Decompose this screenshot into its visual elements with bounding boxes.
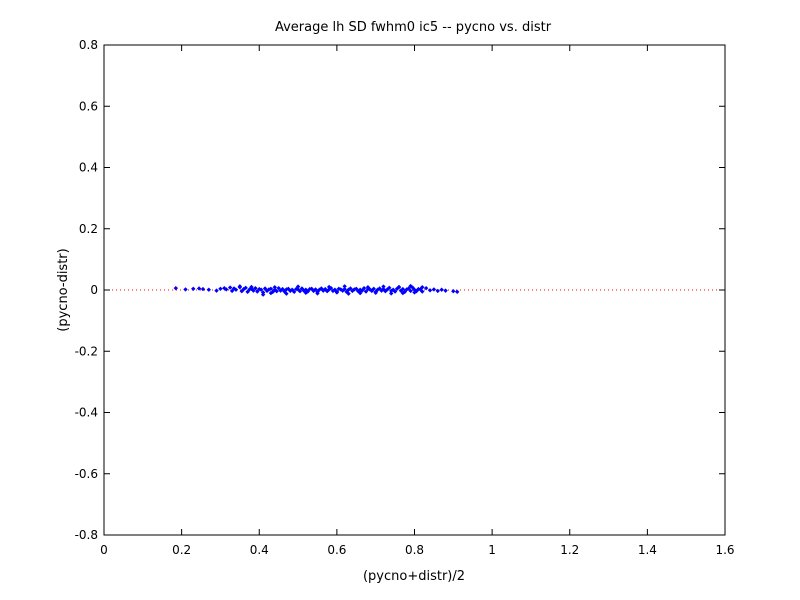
scatter-point: [400, 286, 406, 292]
scatter-point: [357, 290, 363, 296]
scatter-point: [253, 285, 258, 291]
scatter-point: [454, 289, 460, 295]
scatter-point: [451, 289, 456, 294]
y-tick-label: -0.2: [75, 344, 98, 358]
scatter-point: [249, 284, 254, 290]
scatter-point: [206, 287, 211, 292]
x-tick-label: 1.4: [638, 543, 657, 557]
scatter-point: [243, 285, 248, 291]
scatter-point: [342, 286, 347, 292]
scatter-point: [237, 284, 243, 289]
scatter-point: [400, 290, 406, 296]
scatter-point: [297, 289, 303, 294]
scatter-point: [423, 285, 429, 291]
y-axis-label: (pycno-distr): [56, 248, 71, 331]
scatter-point: [427, 288, 433, 293]
scatter-point: [334, 290, 340, 295]
x-tick-label: 0.4: [250, 543, 269, 557]
x-tick-label: 0: [100, 543, 108, 557]
scatter-point: [274, 289, 279, 294]
scatter-point: [173, 285, 179, 291]
scatter-point: [435, 288, 440, 294]
scatter-point: [420, 285, 425, 290]
scatter-point: [218, 286, 223, 291]
scatter-point: [233, 287, 239, 292]
scatter-point: [408, 283, 413, 289]
scatter-point: [431, 287, 437, 292]
chart-title: Average lh SD fwhm0 ic5 -- pycno vs. dis…: [275, 20, 552, 35]
scatter-point: [303, 290, 309, 295]
scatter-point: [408, 288, 413, 294]
scatter-point: [342, 284, 347, 289]
y-axis-ticks: -0.8 -0.6 -0.4 -0.2 0 0.2 0.4 0.6 0.8: [75, 38, 725, 542]
y-tick-label: -0.8: [75, 528, 98, 542]
x-tick-label: 1.2: [560, 543, 579, 557]
scatter-point: [224, 287, 229, 292]
x-tick-label: 1.6: [715, 543, 734, 557]
scatter-point: [258, 287, 264, 292]
plot-area: 0 0.2 0.4 0.6 0.8 1 1.2 1.4 1.6 -0.8 -0.6 -0.4 -0.2…: [75, 38, 735, 557]
scatter-point: [439, 287, 444, 292]
scatter-point: [291, 289, 297, 295]
y-tick-label: -0.4: [75, 406, 98, 420]
scatter-point: [295, 284, 301, 289]
scatter-point: [268, 286, 274, 291]
scatter-point: [247, 287, 252, 292]
scatter-point: [443, 288, 448, 293]
scatter-point: [381, 284, 386, 289]
x-axis-label: (pycno+distr)/2: [363, 569, 465, 584]
y-tick-label: 0: [90, 283, 98, 297]
x-tick-label: 0.8: [405, 543, 424, 557]
scatter-point: [373, 290, 378, 295]
y-tick-label: 0.6: [79, 99, 98, 113]
scatter-point: [392, 289, 398, 294]
scatter-point: [200, 286, 206, 292]
scatter-point: [214, 288, 219, 293]
scatter-point: [371, 286, 376, 291]
scatter-point: [396, 284, 402, 290]
x-tick-label: 1: [488, 543, 496, 557]
scatter-point: [315, 291, 320, 296]
scatter-point: [272, 285, 277, 290]
scatter-point: [389, 291, 394, 296]
y-tick-label: 0.4: [79, 161, 98, 175]
scatter-point: [284, 291, 289, 296]
x-tick-label: 0.2: [172, 543, 191, 557]
scatter-point: [191, 286, 196, 291]
scatter-point: [346, 291, 351, 296]
scatter-point: [227, 285, 233, 290]
scatter-point: [260, 292, 266, 297]
scatter-point: [196, 286, 202, 291]
x-axis-ticks: 0 0.2 0.4 0.6 0.8 1 1.2 1.4 1.6: [100, 45, 735, 557]
scatter-point: [361, 285, 367, 291]
scatter-point: [268, 290, 274, 296]
scatter-points: [173, 283, 460, 297]
scatter-point: [387, 285, 392, 291]
y-tick-label: 0.8: [79, 38, 98, 52]
y-tick-label: 0.2: [79, 222, 98, 236]
x-tick-label: 0.6: [327, 543, 346, 557]
y-tick-label: -0.6: [75, 467, 98, 481]
scatter-point: [365, 285, 371, 290]
scatter-point: [412, 290, 417, 295]
scatter-point: [326, 284, 332, 290]
scatter-point: [183, 287, 188, 292]
scatter-point: [420, 289, 425, 294]
